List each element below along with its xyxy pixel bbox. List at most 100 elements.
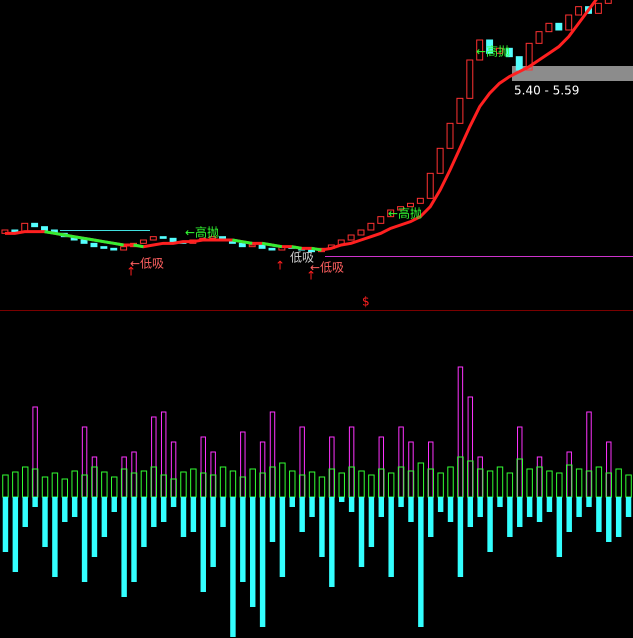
moving-average-falling [73,235,85,240]
indicator-bar [22,497,28,527]
annotation: ↑ [275,259,285,273]
moving-average-falling [113,241,124,247]
indicator-bar [12,497,19,572]
candle-body [416,197,424,204]
range-label: 5.40 - 5.59 [514,84,579,98]
moving-average-falling [44,230,55,235]
candle-body [100,246,108,249]
indicator-bar [358,497,365,567]
moving-average-falling [271,243,283,249]
indicator-bar [526,497,533,517]
indicator-bar [141,497,147,547]
candle-body [149,236,157,241]
indicator-bar [289,497,295,507]
moving-average-falling [291,245,302,250]
indicator-bar [240,497,246,582]
candle-body [565,14,573,31]
moving-average-falling [242,240,253,245]
annotation: $ [362,295,370,309]
candle-body [308,249,316,253]
moving-average-falling [311,246,322,252]
indicator-bar [230,497,236,637]
candle-body [347,234,355,241]
moving-average-falling [83,236,95,242]
candle-body [496,47,503,54]
indicator-bar [309,497,315,517]
indicator-bar [339,497,345,502]
candle-body [545,22,553,33]
candle-body [357,229,365,236]
candle-body [456,97,464,124]
range-box [512,66,633,81]
indicator-bar [62,497,68,522]
indicator-bar [71,497,78,517]
indicator-bar [329,497,335,587]
candle-body [11,229,19,233]
indicator-bar [170,497,177,507]
candle-body [120,246,128,251]
indicator-bar [151,497,157,527]
candle-body [555,22,563,31]
indicator-bar [566,497,572,532]
annotation: 低吸 [290,251,314,265]
indicator-bar [586,497,592,507]
candle-body [110,247,118,251]
indicator-bar [81,497,88,582]
annotation: ←高抛 [388,206,422,221]
candle-body [90,242,98,248]
indicator-bar [447,497,454,522]
indicator-bar [220,497,226,527]
indicator-bar [2,497,9,552]
indicator-bar [32,497,38,507]
indicator-bar [91,497,98,557]
indicator-bar [160,497,167,522]
candle-body [515,56,523,71]
indicator-bar [368,497,375,547]
candle-body [476,39,484,61]
indicator-bar [546,497,553,512]
moving-average-falling [93,238,105,244]
candle-body [169,237,177,243]
indicator-bar [398,497,404,507]
indicator-bar [111,497,117,512]
indicator-bar [408,497,414,522]
indicator-bar [576,497,582,517]
indicator-bar [388,497,394,577]
indicator-bar [131,497,137,582]
candle-body [248,244,256,248]
indicator-bar [121,497,127,597]
candle-body [486,39,494,54]
annotation: ←低吸 [310,261,344,275]
candle-body [31,222,39,228]
candle-body [268,247,276,251]
indicator-bar [437,497,444,512]
candle-body [139,239,147,244]
moving-average-falling [103,240,114,245]
indicator-bar [180,497,187,537]
candle-body [387,209,395,218]
moving-average-falling [133,243,144,249]
candle-body [377,216,385,224]
indicator-bar [42,497,48,547]
moving-average-falling [54,231,65,237]
annotation: ←低吸 [130,257,164,271]
indicator-bar [101,497,108,537]
moving-average-falling [261,241,273,247]
candle-body [604,0,612,4]
candle-body [525,42,533,71]
candle-body [505,47,513,58]
annotation: ↑ [126,265,136,279]
indicator-bar [190,497,197,532]
indicator-bar [259,497,266,627]
indicator-bar [249,497,256,607]
indicator-bar [378,497,385,517]
indicator-bar [457,497,464,577]
indicator-bar [299,497,305,532]
indicator-bar [418,497,424,627]
moving-average-falling [232,238,243,244]
indicator-bar [467,497,474,527]
candle-body [436,147,444,174]
indicator-bar [200,497,206,592]
